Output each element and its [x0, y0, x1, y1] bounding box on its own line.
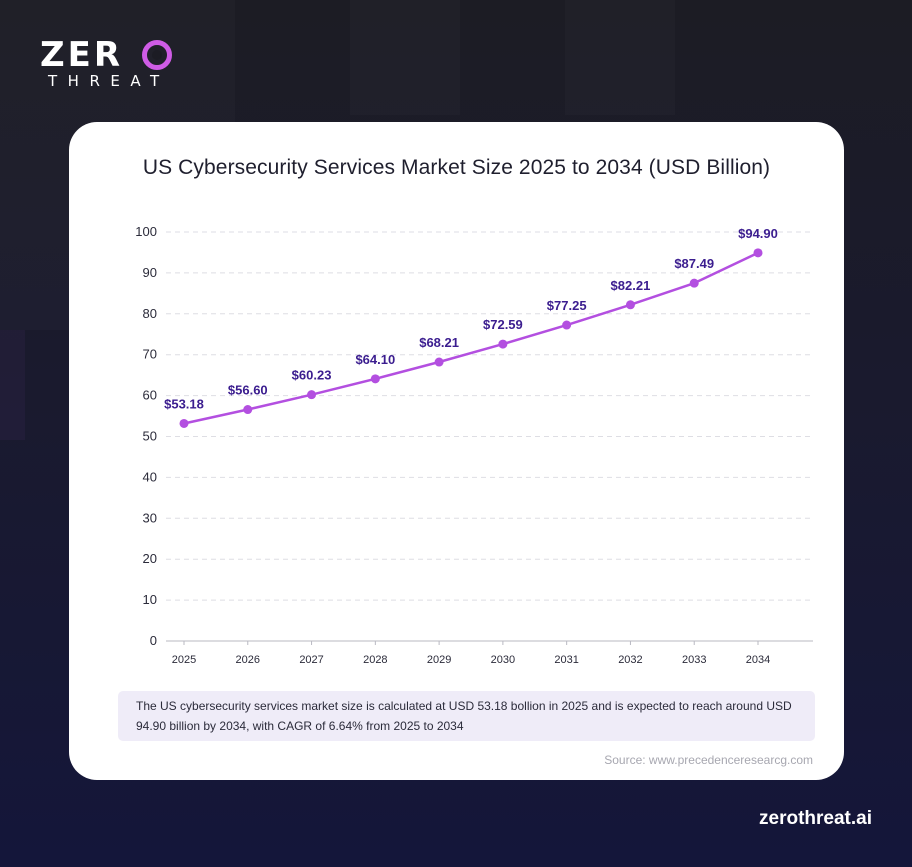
data-point [689, 278, 699, 288]
data-point [498, 339, 508, 349]
y-tick-label: 90 [143, 265, 157, 280]
data-label: $60.23 [292, 368, 332, 383]
x-tick-label: 2027 [299, 654, 323, 666]
data-label: $77.25 [547, 298, 587, 313]
data-label: $53.18 [164, 396, 204, 411]
data-label: $94.90 [738, 226, 778, 241]
data-point [307, 390, 317, 400]
footer-domain: zerothreat.ai [759, 808, 872, 829]
x-tick-label: 2033 [682, 654, 706, 666]
market-summary-note: The US cybersecurity services market siz… [118, 691, 815, 741]
x-tick-label: 2028 [363, 654, 387, 666]
x-tick-label: 2034 [746, 654, 770, 666]
background-tile [565, 0, 675, 115]
y-tick-label: 80 [143, 306, 157, 321]
x-tick-label: 2031 [554, 654, 578, 666]
data-point [434, 357, 444, 367]
y-tick-label: 30 [143, 510, 157, 525]
x-tick-label: 2025 [172, 654, 196, 666]
data-label: $82.21 [611, 278, 651, 293]
logo-wordmark-zer: ZER [40, 35, 124, 75]
chart-title: US Cybersecurity Services Market Size 20… [142, 156, 771, 179]
data-label: $87.49 [674, 256, 714, 271]
y-tick-label: 60 [143, 388, 157, 403]
data-point [625, 300, 635, 310]
y-tick-label: 50 [143, 429, 157, 444]
logo-o-ring-icon [142, 40, 172, 70]
data-label: $68.21 [419, 335, 459, 350]
background-tile [0, 330, 25, 440]
zerothreat-logo: ZER THREAT [40, 38, 180, 90]
y-tick-label: 100 [135, 224, 157, 239]
data-label: $56.60 [228, 383, 268, 398]
source-citation: Source: www.precedenceresearcg.com [604, 753, 813, 767]
series-line [182, 251, 760, 425]
x-tick-label: 2029 [427, 654, 451, 666]
x-tick-label: 2026 [236, 654, 260, 666]
data-label: $64.10 [355, 352, 395, 367]
data-point [370, 374, 380, 384]
data-point [179, 418, 189, 428]
chart-card: US Cybersecurity Services Market Size 20… [69, 122, 844, 780]
y-tick-label: 70 [143, 347, 157, 362]
data-label: $72.59 [483, 317, 523, 332]
data-point [243, 405, 253, 415]
x-tick-label: 2032 [618, 654, 642, 666]
y-tick-label: 40 [143, 469, 157, 484]
y-tick-label: 20 [143, 551, 157, 566]
data-point [753, 248, 763, 258]
data-point [562, 320, 572, 330]
x-tick-label: 2030 [491, 654, 515, 666]
background-tile [350, 0, 460, 115]
y-tick-label: 10 [143, 592, 157, 607]
logo-wordmark-threat: THREAT [48, 72, 170, 90]
y-tick-label: 0 [150, 633, 157, 648]
